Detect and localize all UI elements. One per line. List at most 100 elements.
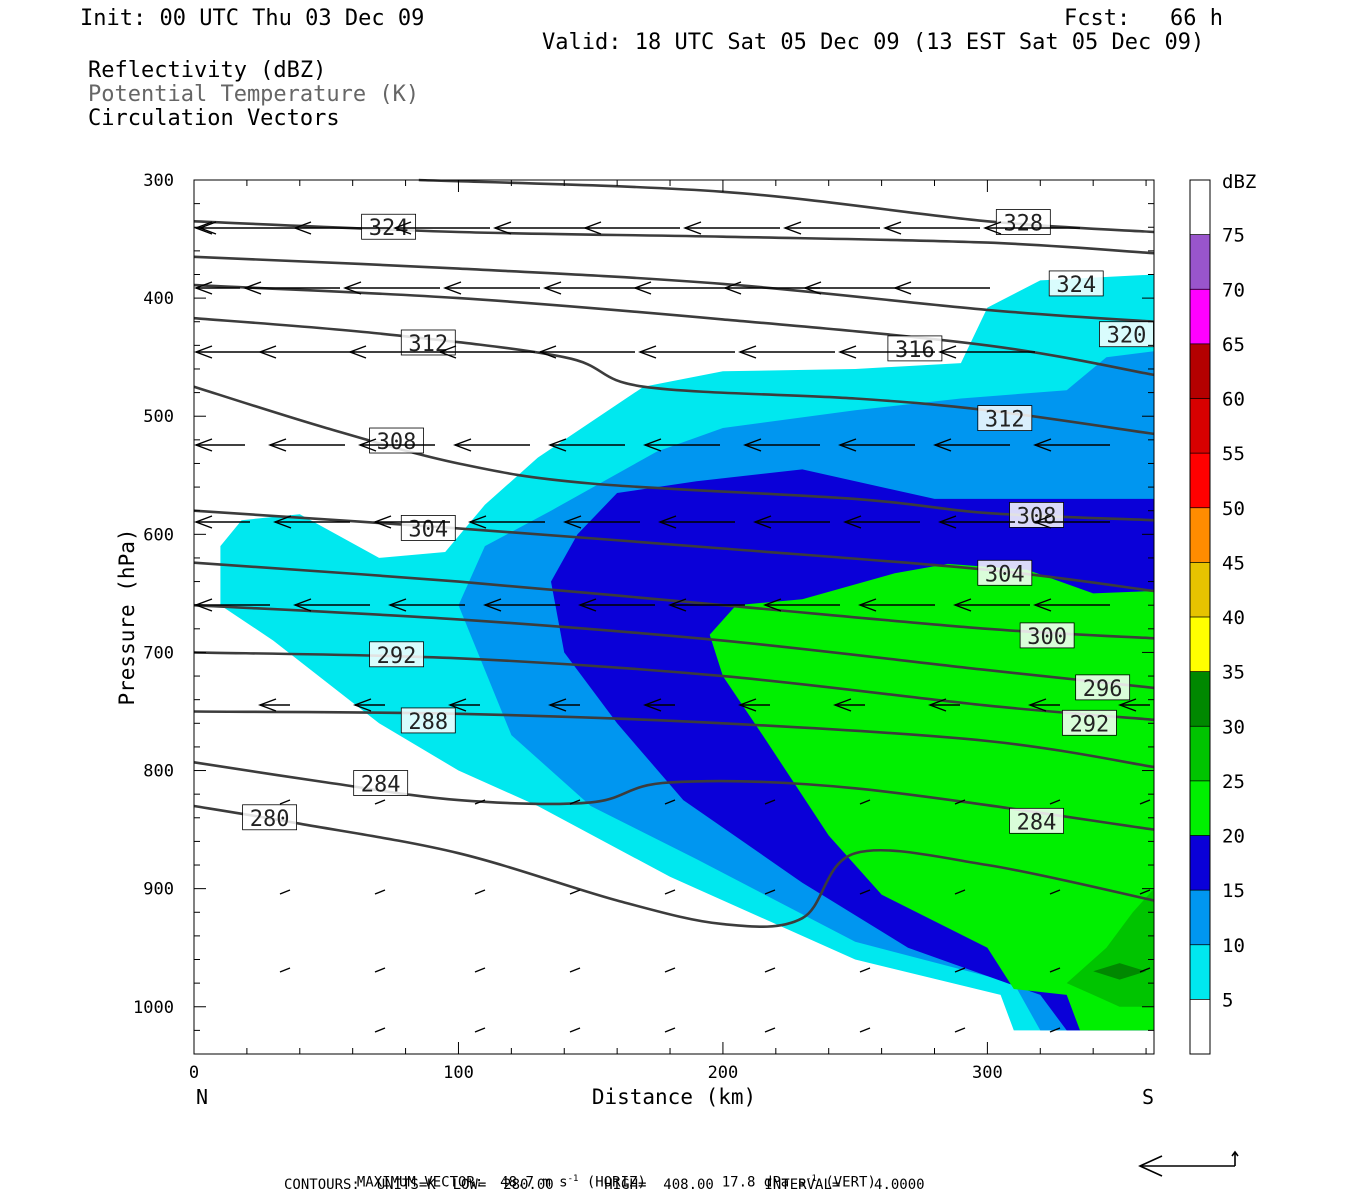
circulation-vector xyxy=(859,967,871,973)
colorbar-label: 70 xyxy=(1222,279,1245,301)
field-circulation-vectors: Circulation Vectors xyxy=(88,106,340,131)
colorbar-swatch xyxy=(1190,944,1210,1000)
circulation-vector-head xyxy=(258,345,277,359)
x-tick-label: 300 xyxy=(972,1063,1003,1083)
circulation-vector-head xyxy=(928,698,947,712)
colorbar-label: 75 xyxy=(1222,225,1245,247)
circulation-vector xyxy=(569,889,581,895)
colorbar-swatch xyxy=(1190,234,1210,290)
circulation-vector-head xyxy=(343,281,362,295)
theta-label-box xyxy=(1062,709,1117,736)
theta-label-box xyxy=(400,515,456,541)
circulation-vector xyxy=(1049,889,1061,895)
theta-contour-label: 328 xyxy=(1003,212,1043,237)
theta-label-box xyxy=(887,335,943,362)
circulation-vector-head xyxy=(953,598,972,612)
circulation-vector-head xyxy=(838,438,857,452)
reflectivity-region-30dbz xyxy=(1093,963,1147,980)
circulation-vector-head xyxy=(348,345,367,359)
x-tick-label: 100 xyxy=(443,1063,474,1083)
y-tick-label: 600 xyxy=(143,525,174,545)
theta-label-box xyxy=(369,427,424,454)
theta-contour-label: 280 xyxy=(250,807,290,832)
circulation-vector xyxy=(474,967,486,973)
circulation-vector-head xyxy=(194,515,213,529)
circulation-vector xyxy=(764,1027,776,1033)
colorbar-label: 45 xyxy=(1222,552,1245,574)
circulation-vector-head xyxy=(483,598,502,612)
theta-label-box xyxy=(977,559,1033,586)
x-tick-label: 200 xyxy=(708,1063,739,1083)
colorbar-swatch xyxy=(1190,562,1210,617)
circulation-vector-head xyxy=(893,281,912,295)
circulation-vector xyxy=(954,1027,966,1033)
circulation-vector-head xyxy=(938,515,957,529)
circulation-vector-head xyxy=(194,221,213,235)
circulation-vector-head xyxy=(578,598,597,612)
colorbar-label: 65 xyxy=(1222,334,1245,356)
theta-contour-label: 292 xyxy=(1070,712,1110,737)
reflectivity-region-25dbz xyxy=(1066,888,1154,1007)
colorbar-swatch xyxy=(1190,835,1210,891)
circulation-vector xyxy=(374,967,386,973)
circulation-vector-head xyxy=(843,515,862,529)
circulation-vector-head xyxy=(738,698,757,712)
circulation-vector-head xyxy=(1118,698,1137,712)
theta-contour-320 xyxy=(193,255,1155,323)
colorbar-swatch xyxy=(1190,617,1210,672)
circulation-vector-head xyxy=(1033,598,1052,612)
circulation-vector-head xyxy=(983,221,1002,235)
theta-contour-label: 304 xyxy=(408,517,448,542)
theta-contour-label: 284 xyxy=(1017,810,1057,835)
colorbar-swatch xyxy=(1190,999,1210,1054)
circulation-vector xyxy=(569,967,581,973)
circulation-vector-head xyxy=(938,345,957,359)
circulation-vector xyxy=(1049,799,1061,805)
theta-contour-292 xyxy=(193,651,1155,722)
circulation-vector-head xyxy=(538,345,557,359)
circulation-vector xyxy=(664,1027,676,1033)
theta-contour-280 xyxy=(193,804,1155,928)
colorbar-swatch xyxy=(1190,507,1210,563)
theta-contour-284 xyxy=(193,761,1155,831)
colorbar-swatch xyxy=(1190,890,1210,945)
circulation-vector-head xyxy=(933,438,952,452)
theta-label-box xyxy=(353,770,409,796)
colorbar-label: 40 xyxy=(1222,607,1245,629)
theta-label-box xyxy=(369,641,424,668)
colorbar-swatch xyxy=(1190,453,1210,508)
circulation-vector xyxy=(954,799,966,805)
valid-time: Valid: 18 UTC Sat 05 Dec 09 (13 EST Sat … xyxy=(542,30,1205,55)
theta-label-box xyxy=(995,209,1051,235)
y-axis-title: Pressure (hPa) xyxy=(115,528,139,705)
circulation-vector-head xyxy=(293,221,312,235)
circulation-vector xyxy=(1049,967,1061,973)
plot-frame xyxy=(193,179,1155,1055)
circulation-vector-head xyxy=(633,281,652,295)
reference-vector-icon xyxy=(1138,1150,1239,1177)
circulation-vector xyxy=(954,967,966,973)
circulation-vector-head xyxy=(723,281,742,295)
circulation-vector xyxy=(1139,967,1151,973)
circulation-vector xyxy=(374,889,386,895)
colorbar-swatch xyxy=(1190,671,1210,727)
circulation-vector xyxy=(374,799,386,805)
colorbar-label: 5 xyxy=(1222,989,1233,1011)
circulation-vector xyxy=(859,799,871,805)
theta-contour-label: 304 xyxy=(985,562,1025,587)
circulation-vector-head xyxy=(803,281,822,295)
theta-label-box xyxy=(400,329,456,356)
y-tick-label: 1000 xyxy=(133,998,174,1018)
circulation-vector-head xyxy=(883,221,902,235)
circulation-vector xyxy=(374,1027,386,1033)
theta-label-box xyxy=(1099,321,1154,348)
circulation-vector xyxy=(474,889,486,895)
circulation-vector xyxy=(474,799,486,805)
colorbar-label: 10 xyxy=(1222,935,1245,957)
colorbar-label: 30 xyxy=(1222,716,1245,738)
theta-contour-label: 312 xyxy=(985,408,1025,433)
colorbar-swatch xyxy=(1190,180,1210,235)
circulation-vector-head xyxy=(753,515,772,529)
circulation-vector xyxy=(1049,1027,1061,1033)
